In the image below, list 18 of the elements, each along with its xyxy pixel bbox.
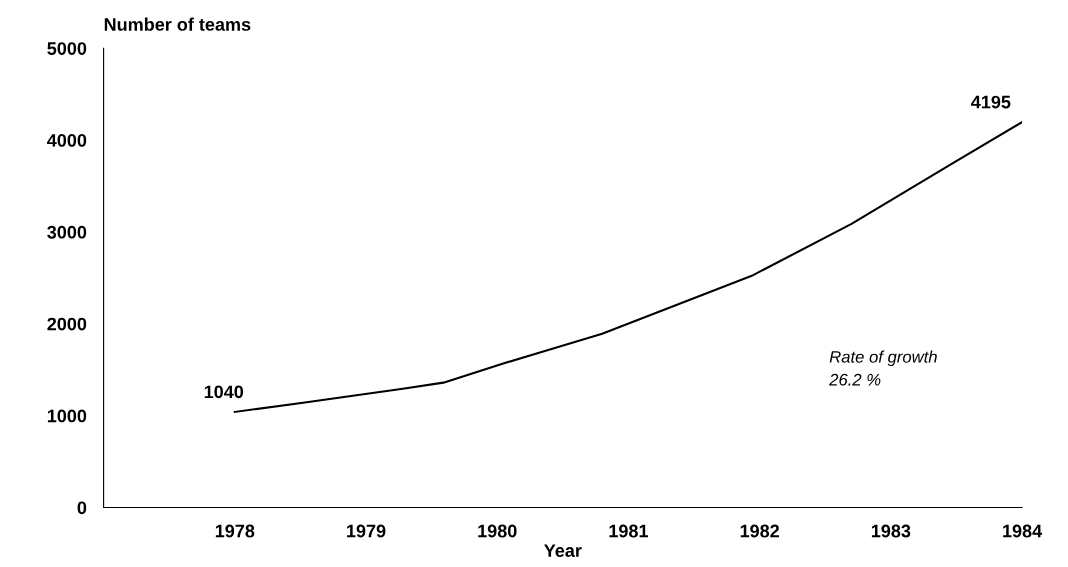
annotation: Rate of growth 26.2 % — [829, 350, 937, 386]
x-tick-label: 1984 — [1003, 524, 1043, 538]
y-axis-title: Number of teams — [104, 17, 251, 31]
x-tick-label: 1982 — [740, 524, 780, 538]
x-axis-title: Year — [544, 544, 582, 557]
x-tick-label: 1978 — [215, 524, 255, 538]
y-tick-label: 4000 — [47, 133, 87, 147]
x-tick-label: 1981 — [609, 524, 649, 538]
y-tick-label: 0 — [77, 501, 87, 515]
x-tick-label: 1979 — [347, 524, 386, 538]
y-tick-label: 1000 — [47, 409, 87, 423]
x-tick-label: 1980 — [478, 524, 517, 538]
x-tick-label: 1983 — [871, 524, 911, 538]
data-label: 1040 — [204, 385, 244, 399]
y-tick-label: 3000 — [47, 225, 87, 239]
data-label: 4195 — [971, 95, 1011, 109]
y-tick-label: 5000 — [47, 42, 87, 55]
y-tick-label: 2000 — [47, 317, 87, 331]
